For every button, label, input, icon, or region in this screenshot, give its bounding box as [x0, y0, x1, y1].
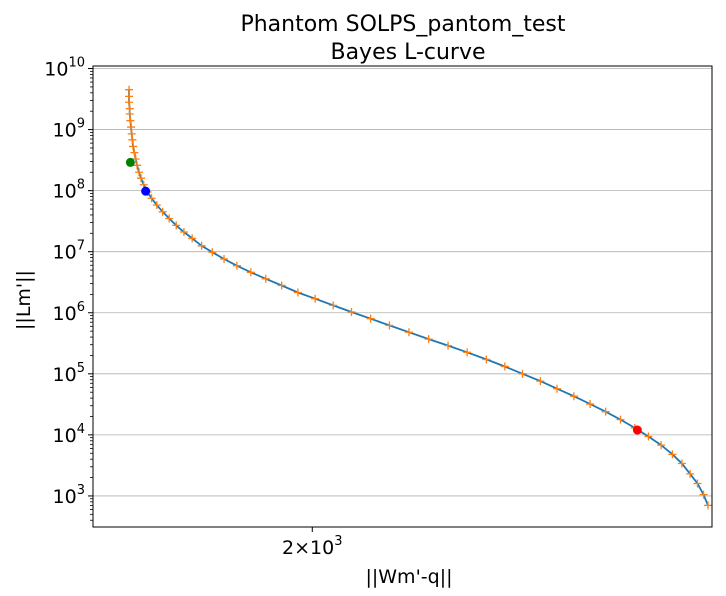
x-axis-label: ||Wm'-q||: [365, 566, 452, 588]
highlight-points: [125, 157, 642, 435]
y-tick-label: 1010: [44, 56, 85, 81]
data-point-marker: [482, 355, 491, 364]
data-point-marker: [147, 194, 156, 203]
y-tick-label: 104: [53, 422, 85, 447]
data-point-marker: [569, 392, 578, 401]
gridlines: [93, 68, 712, 497]
x-tick-label: 2×103: [282, 534, 342, 559]
data-point-marker: [197, 241, 206, 250]
data-point-marker: [125, 98, 134, 107]
data-point-marker: [404, 328, 413, 337]
data-point-marker: [152, 201, 161, 210]
data-point-marker: [188, 234, 197, 243]
data-point-marker: [553, 384, 562, 393]
data-point-marker: [366, 314, 375, 323]
highlight-point: [125, 157, 135, 167]
data-point-marker: [179, 228, 188, 237]
y-tick-label: 108: [53, 178, 85, 203]
data-point-marker: [311, 294, 320, 303]
data-point-marker: [586, 400, 595, 409]
data-point-marker: [686, 469, 695, 478]
data-point-marker: [424, 335, 433, 344]
highlight-point: [632, 425, 642, 435]
data-point-marker: [127, 123, 136, 132]
data-point-marker: [128, 135, 137, 144]
data-point-marker: [232, 261, 241, 270]
data-point-marker: [500, 362, 509, 371]
data-point-marker: [616, 415, 625, 424]
data-point-marker: [385, 321, 394, 330]
data-point-marker: [657, 441, 666, 450]
x-tick-exponent: 3: [334, 534, 342, 549]
y-tick-label: 105: [53, 361, 85, 386]
data-point-marker: [699, 490, 708, 499]
data-point-marker: [444, 341, 453, 350]
data-point-marker: [463, 348, 472, 357]
series-layer: [125, 85, 712, 510]
y-tick-exponent: 3: [77, 483, 85, 498]
y-tick-exponent: 10: [68, 56, 85, 71]
y-tick-exponent: 8: [77, 178, 85, 193]
data-point-marker: [158, 207, 167, 216]
y-tick-exponent: 5: [77, 361, 85, 376]
data-point-marker: [127, 129, 136, 138]
y-axis-label: ||Lm'||: [13, 270, 35, 330]
data-point-marker: [693, 479, 702, 488]
data-point-marker: [165, 214, 174, 223]
y-tick-exponent: 6: [77, 300, 85, 315]
chart-title: Phantom SOLPS_pantom_test: [240, 12, 565, 37]
data-point-marker: [644, 432, 653, 441]
data-point-marker: [329, 301, 338, 310]
data-point-marker: [277, 281, 286, 290]
data-point-marker: [172, 221, 181, 230]
data-point-marker: [518, 369, 527, 378]
data-point-marker: [601, 407, 610, 416]
y-tick-label: 103: [53, 483, 85, 508]
data-point-marker: [130, 148, 139, 157]
x-axis-ticks: 2×103: [282, 527, 343, 559]
highlight-point: [141, 186, 151, 196]
y-tick-exponent: 4: [77, 422, 85, 437]
data-point-marker: [133, 161, 142, 170]
chart-subtitle: Bayes L-curve: [330, 40, 485, 65]
data-point-marker: [246, 268, 255, 277]
data-point-marker: [668, 450, 677, 459]
data-point-marker: [126, 116, 135, 125]
data-point-marker: [261, 274, 270, 283]
x-tick-base: 2: [282, 537, 294, 559]
y-tick-label: 106: [53, 300, 85, 325]
data-point-marker: [677, 459, 686, 468]
data-point-marker: [220, 254, 229, 263]
data-point-marker: [137, 174, 146, 183]
y-tick-exponent: 9: [77, 117, 85, 132]
data-point-marker: [125, 110, 134, 118]
data-point-marker: [347, 307, 356, 316]
y-tick-label: 109: [53, 117, 85, 142]
data-point-marker: [536, 377, 545, 386]
y-tick-exponent: 7: [77, 239, 85, 254]
data-point-marker: [135, 168, 144, 177]
data-point-marker: [703, 501, 712, 510]
y-tick-label: 107: [53, 239, 85, 264]
plot-frame: [92, 65, 713, 528]
data-point-marker: [129, 142, 138, 151]
data-point-marker: [208, 248, 217, 257]
data-point-marker: [293, 288, 302, 297]
l-curve-line: [128, 89, 709, 506]
